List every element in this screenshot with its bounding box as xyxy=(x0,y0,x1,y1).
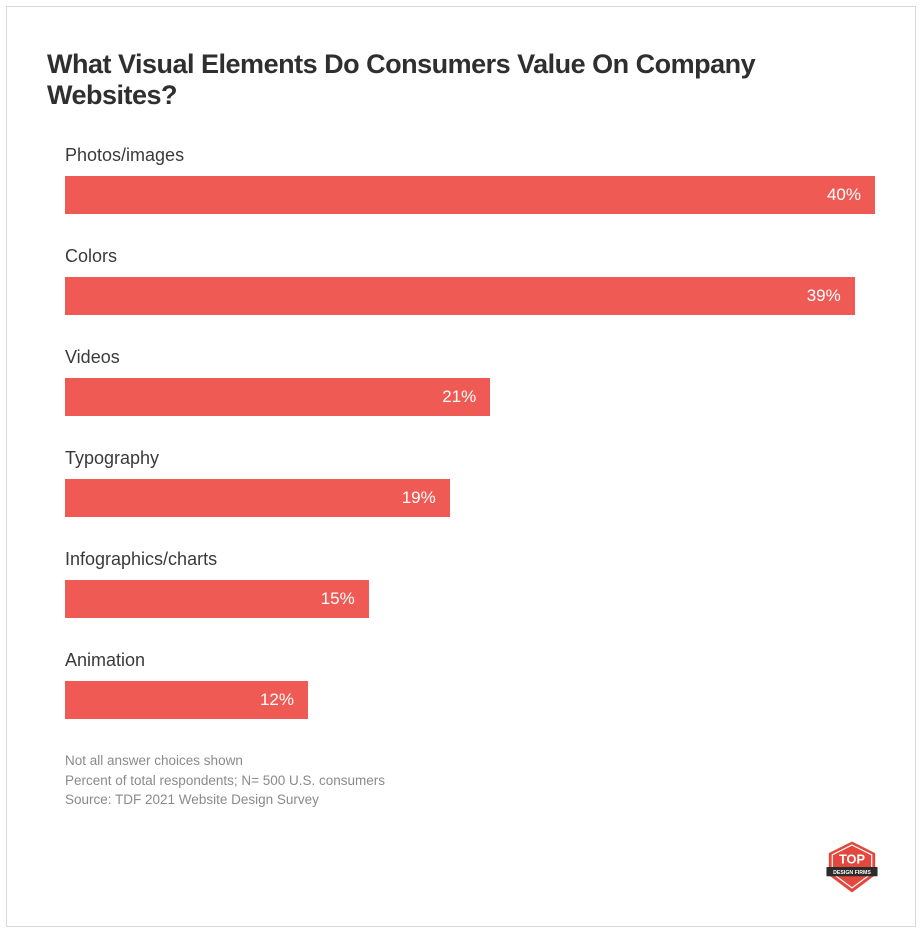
bar-track: 40% xyxy=(65,176,875,214)
bar-track: 15% xyxy=(65,580,875,618)
category-label: Infographics/charts xyxy=(65,549,875,570)
bar-row: Infographics/charts 15% xyxy=(65,549,875,618)
bar-track: 39% xyxy=(65,277,875,315)
bar: 39% xyxy=(65,277,855,315)
bar-value: 12% xyxy=(260,690,294,710)
footnote-line: Source: TDF 2021 Website Design Survey xyxy=(65,790,875,810)
bar: 21% xyxy=(65,378,490,416)
bar-value: 40% xyxy=(827,185,861,205)
bar-row: Typography 19% xyxy=(65,448,875,517)
bar-chart: Photos/images 40% Colors 39% Videos 21% xyxy=(47,145,875,719)
bar-track: 12% xyxy=(65,681,875,719)
bar: 12% xyxy=(65,681,308,719)
bar-row: Photos/images 40% xyxy=(65,145,875,214)
footnote-line: Percent of total respondents; N= 500 U.S… xyxy=(65,771,875,791)
bar-track: 19% xyxy=(65,479,875,517)
bar-value: 15% xyxy=(321,589,355,609)
bar-value: 39% xyxy=(807,286,841,306)
chart-frame: What Visual Elements Do Consumers Value … xyxy=(6,6,916,927)
svg-text:DESIGN FIRMS: DESIGN FIRMS xyxy=(833,870,871,876)
bar: 40% xyxy=(65,176,875,214)
footnote-line: Not all answer choices shown xyxy=(65,751,875,771)
top-design-firms-logo-icon: TOP DESIGN FIRMS xyxy=(823,838,881,896)
bar-value: 19% xyxy=(402,488,436,508)
category-label: Colors xyxy=(65,246,875,267)
bar: 19% xyxy=(65,479,450,517)
bar-row: Videos 21% xyxy=(65,347,875,416)
category-label: Typography xyxy=(65,448,875,469)
bar-value: 21% xyxy=(442,387,476,407)
footnotes: Not all answer choices shown Percent of … xyxy=(47,751,875,810)
bar: 15% xyxy=(65,580,369,618)
category-label: Animation xyxy=(65,650,875,671)
bar-row: Colors 39% xyxy=(65,246,875,315)
category-label: Videos xyxy=(65,347,875,368)
chart-title: What Visual Elements Do Consumers Value … xyxy=(47,49,875,111)
svg-text:TOP: TOP xyxy=(839,852,865,867)
bar-track: 21% xyxy=(65,378,875,416)
category-label: Photos/images xyxy=(65,145,875,166)
bar-row: Animation 12% xyxy=(65,650,875,719)
